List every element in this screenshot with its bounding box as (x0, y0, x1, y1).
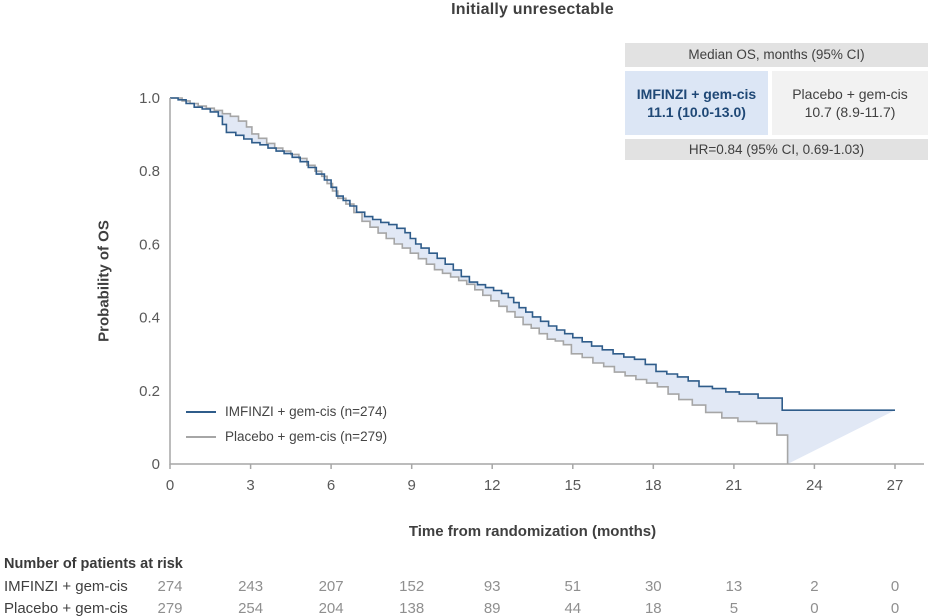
risk-count: 207 (318, 578, 344, 595)
risk-count: 138 (399, 600, 425, 616)
x-tick-label: 12 (484, 477, 501, 494)
y-tick-label: 0 (152, 456, 160, 473)
legend-row-imfinzi: IMFINZI + gem-cis (n=274) (186, 399, 387, 424)
risk-row-placebo: Placebo + gem-cis 279 254 204 138 89 44 18 5 0 0 (0, 600, 931, 616)
risk-count: 30 (644, 578, 662, 595)
risk-count: 44 (564, 600, 582, 616)
risk-count: 0 (890, 578, 900, 595)
x-tick-label: 0 (166, 477, 174, 494)
x-tick-label: 21 (726, 477, 743, 494)
risk-count: 243 (238, 578, 264, 595)
legend-label-placebo: Placebo + gem-cis (n=279) (225, 429, 388, 444)
legend: IMFINZI + gem-cis (n=274) Placebo + gem-… (186, 399, 387, 449)
risk-count: 254 (238, 600, 264, 616)
placebo-curve (170, 97, 789, 464)
y-tick-label: 1.0 (139, 90, 160, 107)
risk-row-label: IMFINZI + gem-cis (4, 578, 128, 595)
risk-count: 93 (483, 578, 501, 595)
risk-count: 5 (729, 600, 739, 616)
risk-count: 204 (318, 600, 344, 616)
risk-count: 2 (810, 578, 819, 595)
imfinzi-median-os: 11.1 (10.0-13.0) (647, 104, 746, 120)
y-tick-label: 0.6 (139, 236, 160, 253)
hazard-ratio: HR=0.84 (95% CI, 0.69-1.03) (625, 139, 928, 160)
placebo-arm-label: Placebo + gem-cis (792, 86, 908, 102)
x-tick-label: 24 (806, 477, 823, 494)
risk-count: 274 (157, 578, 183, 595)
risk-count: 13 (725, 578, 743, 595)
risk-count: 152 (399, 578, 425, 595)
x-tick-label: 18 (645, 477, 662, 494)
stats-cell-placebo: Placebo + gem-cis 10.7 (8.9-11.7) (772, 71, 928, 135)
placebo-line-swatch (186, 435, 216, 438)
y-axis-label: Probability of OS (95, 220, 113, 342)
x-tick-label: 15 (564, 477, 581, 494)
risk-count: 0 (890, 600, 900, 616)
risk-table-heading: Number of patients at risk (4, 556, 183, 572)
stats-cell-imfinzi: IMFINZI + gem-cis 11.1 (10.0-13.0) (625, 71, 768, 135)
x-tick-label: 27 (887, 477, 904, 494)
legend-label-imfinzi: IMFINZI + gem-cis (n=274) (225, 404, 388, 419)
y-tick-label: 0.8 (139, 163, 160, 180)
x-axis-label: Time from randomization (months) (408, 523, 657, 540)
imfinzi-curve (170, 97, 895, 411)
risk-count: 89 (483, 600, 501, 616)
x-tick-label: 6 (327, 477, 335, 494)
risk-count: 51 (564, 578, 582, 595)
stats-cells: IMFINZI + gem-cis 11.1 (10.0-13.0) Place… (625, 71, 928, 135)
x-tick-label: 9 (408, 477, 416, 494)
imfinzi-line-swatch (186, 410, 216, 413)
x-tick-label: 3 (246, 477, 254, 494)
chart-title: Initially unresectable (451, 1, 614, 18)
risk-count: 18 (644, 600, 662, 616)
legend-row-placebo: Placebo + gem-cis (n=279) (186, 424, 387, 449)
imfinzi-arm-label: IMFINZI + gem-cis (636, 86, 757, 102)
placebo-median-os: 10.7 (8.9-11.7) (804, 104, 896, 120)
risk-row-label: Placebo + gem-cis (4, 600, 128, 616)
risk-row-imfinzi: IMFINZI + gem-cis 274 243 207 152 93 51 30 13 2 0 (0, 578, 931, 598)
risk-count: 0 (810, 600, 819, 616)
risk-count: 279 (157, 600, 183, 616)
median-os-stats-box: Median OS, months (95% CI) IMFINZI + gem… (625, 43, 928, 160)
stats-header: Median OS, months (95% CI) (625, 43, 928, 67)
y-tick-label: 0.2 (139, 383, 160, 400)
y-tick-label: 0.4 (139, 310, 160, 327)
